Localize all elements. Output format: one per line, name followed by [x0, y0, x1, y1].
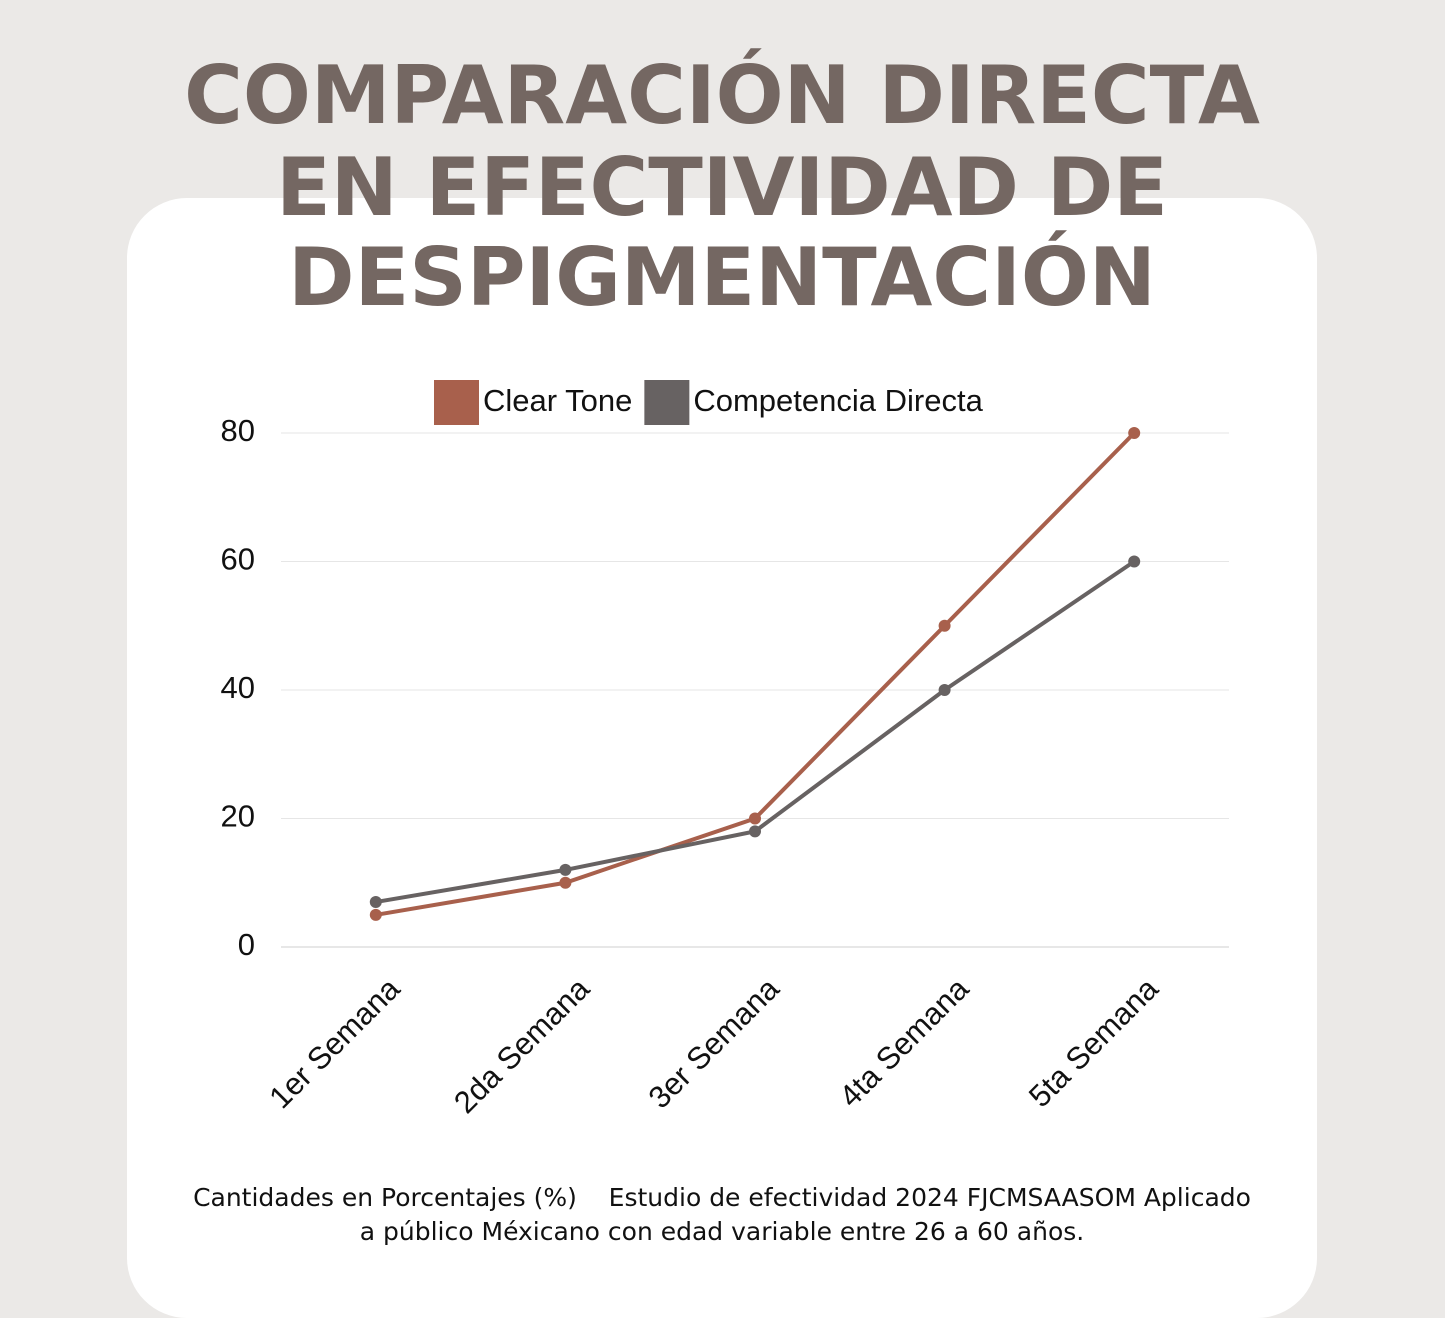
point — [1128, 427, 1141, 439]
chart-title: DESPIGMENTACIÓN — [288, 230, 1156, 324]
legend-swatch — [434, 380, 479, 425]
legend-label: Clear Tone — [483, 383, 632, 418]
chart-title: COMPARACIÓN DIRECTA — [184, 48, 1260, 142]
x-tick-label: 3er Semana — [642, 970, 787, 1115]
point — [938, 619, 951, 632]
point — [369, 908, 382, 921]
legend-swatch — [644, 380, 690, 425]
y-tick-label: 20 — [221, 799, 255, 834]
point — [749, 812, 761, 825]
x-tick-label: 2da Semana — [447, 970, 597, 1120]
x-tick-label: 4ta Semana — [832, 970, 975, 1113]
y-tick-label: 40 — [221, 670, 255, 705]
page: COMPARACIÓN DIRECTA EN EFECTIVIDAD DE DE… — [127, 48, 1317, 1318]
note: a público Méxicano con edad variable ent… — [360, 1217, 1084, 1246]
series-line — [375, 431, 1136, 917]
y-tick-label: 80 — [221, 413, 255, 448]
x-tick-label: 1er Semana — [262, 970, 407, 1115]
point — [559, 863, 572, 876]
point — [749, 825, 761, 838]
point — [559, 876, 572, 889]
y-tick-label: 60 — [221, 542, 255, 577]
y-tick-label: 0 — [238, 927, 255, 962]
point — [369, 896, 382, 909]
card — [127, 198, 1317, 1318]
chart-title: EN EFECTIVIDAD DE — [276, 141, 1168, 234]
note: Cantidades en Porcentajes (%) Estudio de… — [193, 1183, 1251, 1212]
point — [1128, 555, 1141, 568]
series-line — [375, 559, 1136, 904]
chart: COMPARACIÓN DIRECTA EN EFECTIVIDAD DE DE… — [184, 48, 1260, 1246]
legend-label: Competencia Directa — [693, 383, 983, 418]
point — [938, 684, 951, 696]
x-tick-label: 5ta Semana — [1022, 970, 1165, 1113]
